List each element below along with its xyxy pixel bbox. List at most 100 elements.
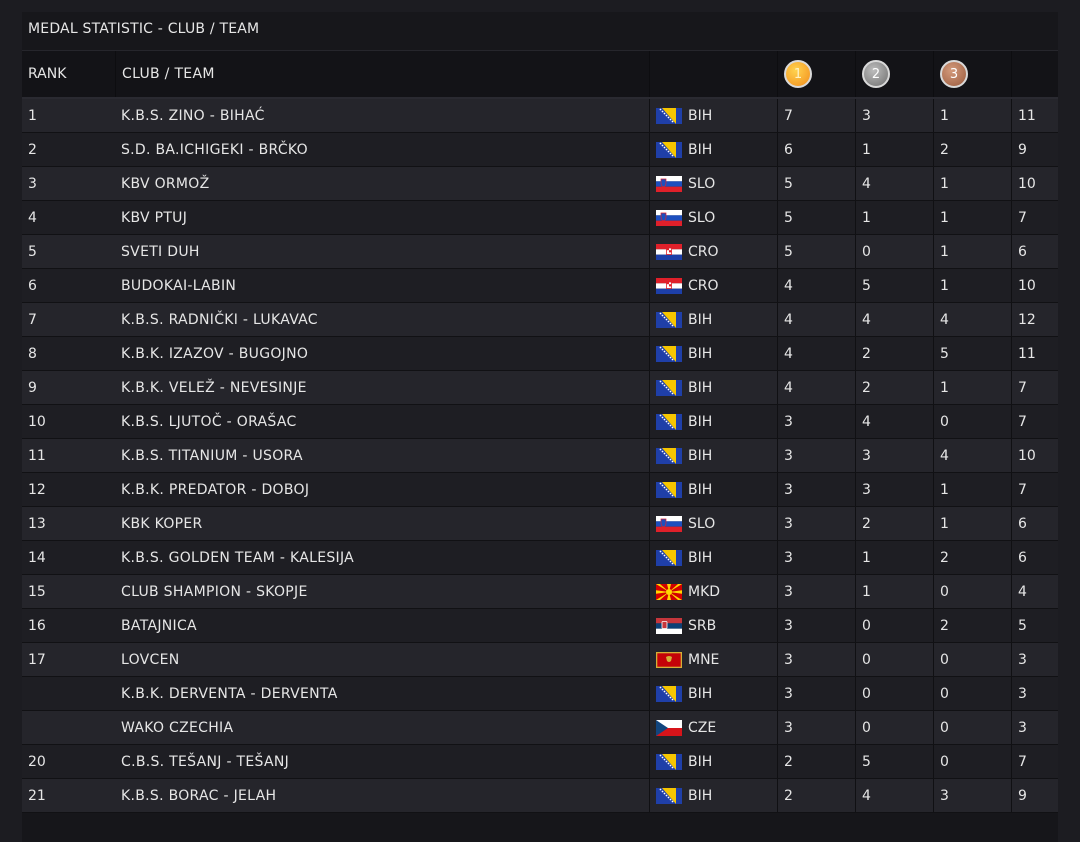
country-cell: MKD	[649, 575, 777, 608]
country-code: BIH	[688, 107, 713, 124]
cro-flag-icon	[656, 244, 682, 260]
rank-cell: 4	[28, 209, 37, 226]
club-name[interactable]: K.B.S. ZINO - BIHAĆ	[121, 107, 265, 124]
gold-count: 3	[777, 609, 855, 642]
club-name[interactable]: CLUB SHAMPION - SKOPJE	[121, 583, 308, 600]
silver-count: 4	[855, 405, 933, 438]
silver-count: 2	[855, 507, 933, 540]
bronze-count: 1	[933, 235, 1011, 268]
club-name[interactable]: KBK KOPER	[121, 515, 203, 532]
bronze-count: 3	[933, 779, 1011, 812]
header-rank[interactable]: RANK	[28, 66, 67, 82]
table-row[interactable]: K.B.K. DERVENTA - DERVENTA BIH 3 0 0 3	[22, 677, 1058, 711]
country-cell: BIH	[649, 133, 777, 166]
country-code: MKD	[688, 583, 721, 600]
total-count: 4	[1011, 575, 1058, 608]
club-name[interactable]: BUDOKAI-LABIN	[121, 277, 237, 294]
silver-count: 5	[855, 269, 933, 302]
table-row[interactable]: 3 KBV ORMOŽ SLO 5 4 1 10	[22, 167, 1058, 201]
total-count: 10	[1011, 167, 1058, 200]
country-code: BIH	[688, 447, 713, 464]
silver-count: 0	[855, 235, 933, 268]
slo-flag-icon	[656, 210, 682, 226]
country-cell: BIH	[649, 337, 777, 370]
table-row[interactable]: 16 BATAJNICA SRB 3 0 2 5	[22, 609, 1058, 643]
total-count: 6	[1011, 541, 1058, 574]
club-name[interactable]: K.B.S. GOLDEN TEAM - KALESIJA	[121, 549, 355, 566]
club-name[interactable]: KBV ORMOŽ	[121, 175, 210, 192]
club-name[interactable]: BATAJNICA	[121, 617, 197, 634]
club-name[interactable]: K.B.S. TITANIUM - USORA	[121, 447, 303, 464]
gold-count: 7	[777, 99, 855, 132]
bih-flag-icon	[656, 142, 682, 158]
country-cell: BIH	[649, 541, 777, 574]
silver-count: 1	[855, 133, 933, 166]
table-row[interactable]: 20 C.B.S. TEŠANJ - TEŠANJ BIH 2 5 0 7	[22, 745, 1058, 779]
header-gold[interactable]: 1	[777, 51, 855, 97]
table-row[interactable]: 8 K.B.K. IZAZOV - BUGOJNO BIH 4 2 5 11	[22, 337, 1058, 371]
table-row[interactable]: 9 K.B.K. VELEŽ - NEVESINJE BIH 4 2 1 7	[22, 371, 1058, 405]
country-cell: CRO	[649, 269, 777, 302]
header-club[interactable]: CLUB / TEAM	[115, 51, 649, 97]
silver-count: 4	[855, 779, 933, 812]
club-name[interactable]: C.B.S. TEŠANJ - TEŠANJ	[121, 753, 290, 770]
header-bronze[interactable]: 3	[933, 51, 1011, 97]
bih-flag-icon	[656, 482, 682, 498]
table-row[interactable]: 12 K.B.K. PREDATOR - DOBOJ BIH 3 3 1 7	[22, 473, 1058, 507]
bronze-count: 1	[933, 473, 1011, 506]
club-name[interactable]: K.B.S. RADNIČKI - LUKAVAC	[121, 311, 318, 328]
table-row[interactable]: 6 BUDOKAI-LABIN CRO 4 5 1 10	[22, 269, 1058, 303]
total-count: 7	[1011, 473, 1058, 506]
country-cell: SLO	[649, 167, 777, 200]
club-name[interactable]: K.B.K. VELEŽ - NEVESINJE	[121, 379, 307, 396]
table-title: MEDAL STATISTIC - CLUB / TEAM	[22, 12, 1058, 51]
silver-count: 3	[855, 439, 933, 472]
club-name[interactable]: K.B.K. DERVENTA - DERVENTA	[121, 685, 338, 702]
table-row[interactable]: 1 K.B.S. ZINO - BIHAĆ BIH 7 3 1 11	[22, 99, 1058, 133]
table-row[interactable]: WAKO CZECHIA CZE 3 0 0 3	[22, 711, 1058, 745]
table-row[interactable]: 14 K.B.S. GOLDEN TEAM - KALESIJA BIH 3 1 2 6	[22, 541, 1058, 575]
total-count: 12	[1011, 303, 1058, 336]
club-name[interactable]: LOVCEN	[121, 651, 180, 668]
club-name[interactable]: K.B.S. LJUTOČ - ORAŠAC	[121, 413, 297, 430]
table-body: 1 K.B.S. ZINO - BIHAĆ BIH 7 3 1 11 2 S.D. BA.ICH…	[22, 99, 1058, 813]
total-count: 9	[1011, 779, 1058, 812]
bronze-count: 5	[933, 337, 1011, 370]
table-row[interactable]: 4 KBV PTUJ SLO 5 1 1 7	[22, 201, 1058, 235]
club-name[interactable]: KBV PTUJ	[121, 209, 188, 226]
header-silver[interactable]: 2	[855, 51, 933, 97]
rank-cell: 20	[28, 753, 46, 770]
bih-flag-icon	[656, 380, 682, 396]
rank-cell: 17	[28, 651, 46, 668]
bronze-count: 1	[933, 507, 1011, 540]
club-name[interactable]: K.B.K. PREDATOR - DOBOJ	[121, 481, 310, 498]
club-name[interactable]: S.D. BA.ICHIGEKI - BRČKO	[121, 141, 308, 158]
bronze-count: 0	[933, 643, 1011, 676]
country-cell: BIH	[649, 371, 777, 404]
table-row[interactable]: 13 KBK KOPER SLO 3 2 1 6	[22, 507, 1058, 541]
club-name[interactable]: WAKO CZECHIA	[121, 719, 234, 736]
silver-medal-icon: 2	[862, 60, 890, 88]
gold-count: 3	[777, 711, 855, 744]
table-row[interactable]: 10 K.B.S. LJUTOČ - ORAŠAC BIH 3 4 0 7	[22, 405, 1058, 439]
table-row[interactable]: 11 K.B.S. TITANIUM - USORA BIH 3 3 4 10	[22, 439, 1058, 473]
club-name[interactable]: K.B.S. BORAC - JELAH	[121, 787, 277, 804]
gold-count: 5	[777, 235, 855, 268]
bronze-count: 0	[933, 745, 1011, 778]
country-cell: BIH	[649, 677, 777, 710]
table-row[interactable]: 15 CLUB SHAMPION - SKOPJE MKD 3 1 0 4	[22, 575, 1058, 609]
table-row[interactable]: 21 K.B.S. BORAC - JELAH BIH 2 4 3 9	[22, 779, 1058, 813]
club-name[interactable]: SVETI DUH	[121, 243, 200, 260]
table-row[interactable]: 17 LOVCEN MNE 3 0 0 3	[22, 643, 1058, 677]
country-code: SLO	[688, 209, 716, 226]
table-row[interactable]: 2 S.D. BA.ICHIGEKI - BRČKO BIH 6 1 2 9	[22, 133, 1058, 167]
club-name[interactable]: K.B.K. IZAZOV - BUGOJNO	[121, 345, 309, 362]
table-row[interactable]: 7 K.B.S. RADNIČKI - LUKAVAC BIH 4 4 4 12	[22, 303, 1058, 337]
table-row[interactable]: 5 SVETI DUH CRO 5 0 1 6	[22, 235, 1058, 269]
country-code: BIH	[688, 787, 713, 804]
country-code: BIH	[688, 753, 713, 770]
bronze-medal-icon: 3	[940, 60, 968, 88]
silver-count: 4	[855, 303, 933, 336]
bih-flag-icon	[656, 788, 682, 804]
country-cell: BIH	[649, 779, 777, 812]
